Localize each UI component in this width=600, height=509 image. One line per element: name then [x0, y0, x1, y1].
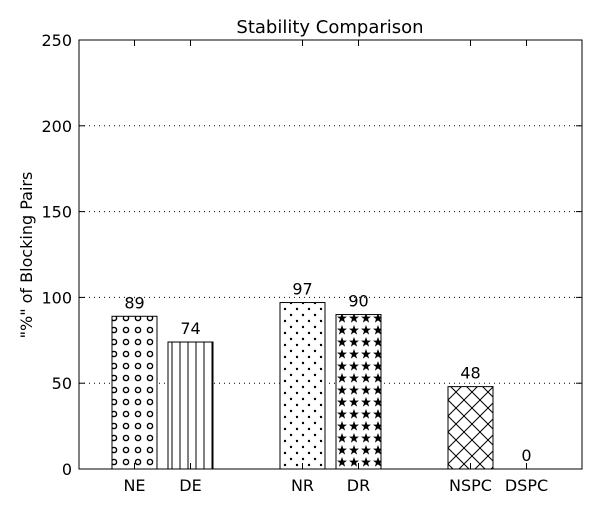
y-axis-label: "%" of Blocking Pairs [17, 172, 36, 339]
y-axis-ticks: 0 50 100 150 200 250 [41, 31, 582, 479]
bar-ne [111, 315, 158, 470]
x-tick-label-nspc: NSPC [449, 476, 492, 495]
y-tick-label: 200 [41, 117, 72, 136]
y-tick-label: 0 [62, 460, 72, 479]
y-tick-label: 250 [41, 31, 72, 50]
x-tick-label-ne: NE [123, 476, 145, 495]
bar-de [167, 341, 214, 470]
bar-nr [279, 302, 326, 470]
data-label-nr: 97 [292, 280, 312, 299]
bar-dr [335, 314, 382, 470]
bars [111, 302, 494, 470]
x-tick-label-de: DE [179, 476, 201, 495]
x-axis-ticks: NE DE NR DR NSPC DSPC [123, 40, 548, 495]
data-label-nspc: 48 [460, 364, 480, 383]
data-label-dspc: 0 [521, 446, 531, 465]
x-tick-label-dspc: DSPC [505, 476, 548, 495]
data-label-ne: 89 [124, 293, 144, 312]
y-tick-label: 50 [52, 374, 72, 393]
y-tick-label: 150 [41, 203, 72, 222]
x-tick-label-dr: DR [347, 476, 370, 495]
data-label-dr: 90 [348, 292, 368, 311]
data-label-de: 74 [180, 319, 200, 338]
plot-frame [78, 39, 583, 470]
bar-nspc [447, 386, 494, 470]
data-labels: 89 74 97 90 48 0 [124, 280, 531, 465]
x-tick-label-nr: NR [291, 476, 314, 495]
y-tick-label: 100 [41, 288, 72, 307]
chart-title: Stability Comparison [236, 17, 423, 38]
